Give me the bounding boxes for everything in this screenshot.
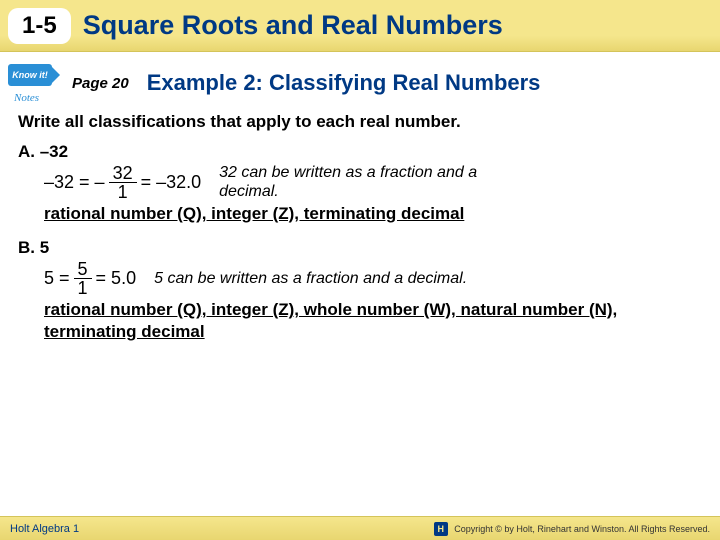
copyright-text: Copyright © by Holt, Rinehart and Winsto… [454, 524, 710, 534]
eq-b-suffix: = 5.0 [96, 268, 137, 289]
fraction-b-den: 1 [74, 279, 92, 297]
item-a-equation-row: –32 = – 32 1 = –32.0 32 can be written a… [44, 164, 702, 201]
page-reference: Page 20 [72, 75, 129, 92]
footer: Holt Algebra 1 H Copyright © by Holt, Ri… [0, 516, 720, 540]
item-b-equation-row: 5 = 5 1 = 5.0 5 can be written as a frac… [44, 260, 702, 297]
lesson-number-badge: 1-5 [8, 8, 71, 44]
item-b: B. 5 5 = 5 1 = 5.0 5 can be written as a… [18, 238, 702, 342]
content-area: Write all classifications that apply to … [0, 110, 720, 342]
prompt-text: Write all classifications that apply to … [18, 112, 702, 132]
lesson-header: 1-5 Square Roots and Real Numbers [0, 0, 720, 52]
item-b-label: B. 5 [18, 238, 702, 258]
subheader-row: Know it! Notes Page 20 Example 2: Classi… [0, 52, 720, 110]
fraction-a: 32 1 [109, 164, 137, 201]
notes-label: Notes [14, 92, 39, 104]
item-a: A. –32 –32 = – 32 1 = –32.0 32 can be wr… [18, 142, 702, 224]
item-b-classifications: rational number (Q), integer (Z), whole … [44, 299, 702, 342]
footer-right: H Copyright © by Holt, Rinehart and Wins… [434, 522, 710, 536]
example-title: Example 2: Classifying Real Numbers [147, 70, 541, 96]
item-a-note: 32 can be written as a fraction and a de… [219, 164, 539, 201]
fraction-b: 5 1 [74, 260, 92, 297]
footer-left: Holt Algebra 1 [10, 523, 79, 535]
item-b-note: 5 can be written as a fraction and a dec… [154, 270, 467, 288]
eq-a-prefix: –32 = – [44, 172, 105, 193]
eq-a-suffix: = –32.0 [141, 172, 202, 193]
item-b-equation: 5 = 5 1 = 5.0 [44, 260, 136, 297]
fraction-b-num: 5 [74, 260, 92, 279]
item-a-classifications: rational number (Q), integer (Z), termin… [44, 203, 702, 224]
hrw-logo-icon: H [434, 522, 448, 536]
know-it-icon: Know it! Notes [8, 62, 62, 104]
fraction-a-num: 32 [109, 164, 137, 183]
fraction-a-den: 1 [114, 183, 132, 201]
item-a-equation: –32 = – 32 1 = –32.0 [44, 164, 201, 201]
know-it-arrow-icon: Know it! [8, 64, 52, 86]
lesson-title: Square Roots and Real Numbers [83, 10, 503, 41]
eq-b-prefix: 5 = [44, 268, 70, 289]
item-a-label: A. –32 [18, 142, 702, 162]
